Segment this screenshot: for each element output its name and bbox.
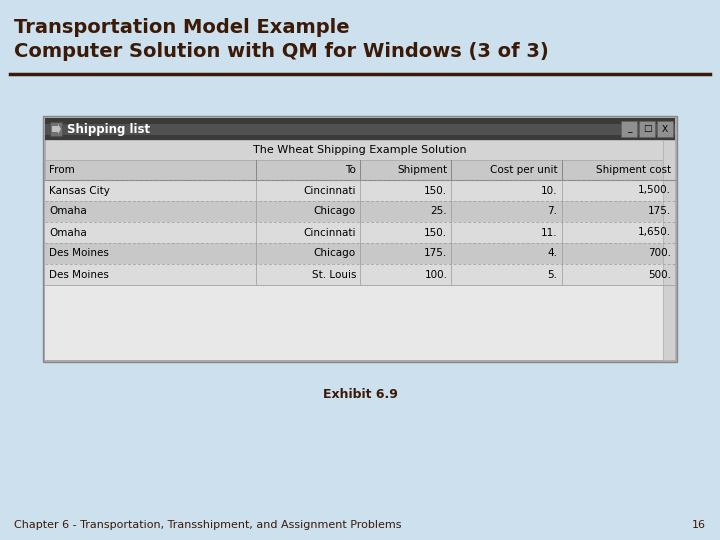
Text: 10.: 10. [541,186,557,195]
Text: Kansas City: Kansas City [49,186,110,195]
Text: 25.: 25. [431,206,447,217]
Text: □: □ [643,125,652,133]
Text: Omaha: Omaha [49,227,86,238]
Text: Exhibit 6.9: Exhibit 6.9 [323,388,397,401]
Bar [45,118,675,360]
Text: The Wheat Shipping Example Solution: The Wheat Shipping Example Solution [253,145,467,155]
Text: 1,650.: 1,650. [638,227,671,238]
Bar [45,140,675,160]
Bar [45,243,675,264]
Text: Chicago: Chicago [314,248,356,259]
Text: 150.: 150. [424,227,447,238]
Text: 150.: 150. [424,186,447,195]
Bar [657,121,673,137]
Text: Chicago: Chicago [314,206,356,217]
Bar [50,122,62,136]
Text: From: From [49,165,75,175]
Bar [45,201,675,222]
Text: Cost per unit: Cost per unit [490,165,557,175]
Polygon shape [52,124,61,134]
Bar [45,160,675,180]
Text: Shipment cost: Shipment cost [596,165,671,175]
Bar [43,116,677,362]
Text: 1,500.: 1,500. [638,186,671,195]
Text: Omaha: Omaha [49,206,86,217]
Text: St. Louis: St. Louis [312,269,356,280]
Bar [45,264,675,285]
Text: Cincinnati: Cincinnati [304,186,356,195]
Text: Shipment: Shipment [397,165,447,175]
Text: _: _ [626,125,631,133]
Text: 16: 16 [692,520,706,530]
Text: Des Moines: Des Moines [49,269,109,280]
Text: Computer Solution with QM for Windows (3 of 3): Computer Solution with QM for Windows (3… [14,42,549,61]
Text: Transportation Model Example: Transportation Model Example [14,18,350,37]
Text: 700.: 700. [648,248,671,259]
Text: Chapter 6 - Transportation, Transshipment, and Assignment Problems: Chapter 6 - Transportation, Transshipmen… [14,520,402,530]
Bar [663,140,675,360]
Bar [45,180,675,201]
Bar [45,124,675,135]
Bar [639,121,655,137]
Bar [45,222,675,243]
Text: 11.: 11. [541,227,557,238]
Text: X: X [662,125,668,133]
Bar [621,121,637,137]
Text: 7.: 7. [548,206,557,217]
Text: 100.: 100. [424,269,447,280]
Bar [45,285,675,360]
Text: To: To [345,165,356,175]
Text: Cincinnati: Cincinnati [304,227,356,238]
Text: Shipping list: Shipping list [67,123,150,136]
Text: 175.: 175. [424,248,447,259]
Text: 4.: 4. [548,248,557,259]
Text: Des Moines: Des Moines [49,248,109,259]
Bar [45,118,675,140]
Text: 175.: 175. [648,206,671,217]
Text: 5.: 5. [548,269,557,280]
Text: 500.: 500. [648,269,671,280]
